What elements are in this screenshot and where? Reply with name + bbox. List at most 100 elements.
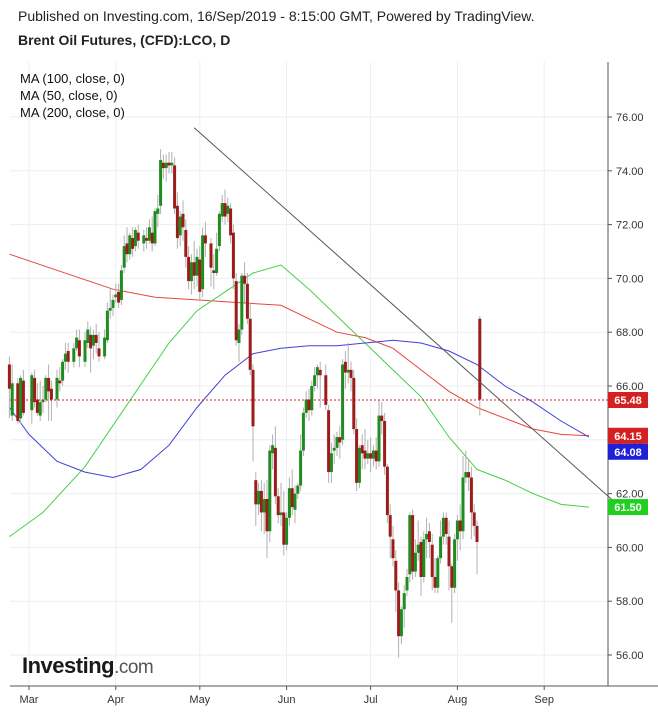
- published-note: Published on Investing.com, 16/Sep/2019 …: [18, 8, 535, 24]
- candle-down: [411, 515, 415, 572]
- candle-up: [455, 520, 459, 540]
- candle-down: [35, 399, 39, 413]
- candle-down: [58, 380, 62, 384]
- candle-down: [33, 377, 37, 403]
- candle-up: [178, 216, 182, 236]
- investing-logo: Investing.com: [22, 653, 154, 678]
- candle-down: [77, 340, 81, 357]
- candle-up: [103, 337, 107, 357]
- candle-up: [217, 213, 221, 247]
- candle-up: [461, 477, 465, 532]
- candle-up: [315, 367, 319, 376]
- candle-down: [136, 232, 140, 241]
- candle-up: [441, 517, 445, 537]
- candle-up: [83, 340, 87, 362]
- chart-frame: [10, 62, 658, 687]
- candle-down: [427, 531, 431, 543]
- x-tick-label: Jun: [278, 694, 296, 706]
- candle-down: [472, 512, 476, 526]
- candle-down: [173, 165, 177, 209]
- candle-down: [161, 162, 165, 169]
- candle-up: [159, 160, 163, 206]
- candle-down: [145, 238, 149, 241]
- candle-down: [307, 399, 311, 411]
- candle-down: [343, 361, 347, 373]
- candle-down: [352, 377, 356, 430]
- candle-up: [147, 227, 151, 241]
- candle-up: [413, 552, 417, 572]
- grid-lines: [10, 62, 608, 686]
- candle-down: [49, 388, 53, 400]
- x-tick-label: Jul: [364, 694, 378, 706]
- price-label: 61.50: [614, 502, 642, 514]
- candle-up: [38, 402, 42, 416]
- candle-up: [287, 488, 291, 518]
- candle-down: [478, 318, 482, 400]
- candle-down: [248, 318, 252, 370]
- candle-down: [184, 229, 188, 257]
- candle-down: [47, 377, 51, 392]
- candle-down: [369, 453, 373, 459]
- y-tick-label: 70.00: [616, 273, 644, 285]
- candle-down: [259, 490, 263, 513]
- candle-up: [75, 337, 79, 349]
- candle-down: [209, 243, 213, 268]
- ma200-line: [8, 339, 590, 479]
- y-tick-label: 68.00: [616, 327, 644, 339]
- y-tick-label: 56.00: [616, 650, 644, 662]
- candle-up: [310, 386, 314, 411]
- candle-down: [273, 447, 277, 497]
- candle-down: [251, 369, 255, 427]
- candle-down: [192, 262, 196, 276]
- candle-down: [380, 415, 384, 421]
- candle-down: [475, 525, 479, 543]
- candle-up: [44, 377, 48, 400]
- candle-up: [464, 472, 468, 478]
- candle-up: [61, 361, 65, 381]
- ma50-line: [9, 264, 590, 538]
- candle-up: [366, 453, 370, 459]
- price-label: 64.15: [614, 431, 642, 443]
- candle-down: [374, 450, 378, 462]
- candle-up: [237, 329, 241, 343]
- candle-down: [198, 259, 202, 292]
- price-label-box: [608, 499, 648, 516]
- axes: 76.0074.0072.0070.0068.0066.0064.0062.00…: [20, 112, 648, 706]
- candle-up: [357, 447, 361, 483]
- candle-up: [195, 256, 199, 276]
- candle-down: [385, 466, 389, 516]
- candle-up: [332, 447, 336, 451]
- candle-up: [377, 415, 381, 462]
- candle-down: [150, 232, 154, 244]
- price-label: 64.08: [614, 447, 642, 459]
- candle-down: [16, 383, 20, 421]
- overlays: [10, 127, 615, 503]
- candle-up: [86, 329, 90, 343]
- y-tick-label: 66.00: [616, 381, 644, 393]
- candle-up: [408, 515, 412, 575]
- candle-up: [142, 235, 146, 244]
- legend-ma50: MA (50, close, 0): [20, 88, 118, 103]
- x-tick-label: May: [189, 694, 210, 706]
- candle-down: [7, 364, 11, 389]
- y-tick-label: 76.00: [616, 112, 644, 124]
- candle-up: [72, 348, 76, 362]
- candle-down: [276, 496, 280, 516]
- candle-down: [131, 238, 135, 249]
- x-tick-label: Aug: [448, 694, 468, 706]
- candle-down: [444, 517, 448, 534]
- candle-up: [226, 205, 230, 214]
- price-label: 65.48: [614, 395, 642, 407]
- candle-down: [181, 213, 185, 228]
- candle-up: [341, 364, 345, 440]
- y-tick-label: 74.00: [616, 166, 644, 178]
- candle-down: [391, 539, 395, 559]
- candle-up: [156, 208, 160, 214]
- candle-up: [55, 377, 59, 400]
- trendline: [193, 127, 615, 503]
- candle-down: [282, 512, 286, 545]
- candle-down: [254, 480, 258, 505]
- candle-down: [21, 380, 25, 413]
- candle-down: [383, 420, 387, 467]
- candle-down: [469, 477, 473, 513]
